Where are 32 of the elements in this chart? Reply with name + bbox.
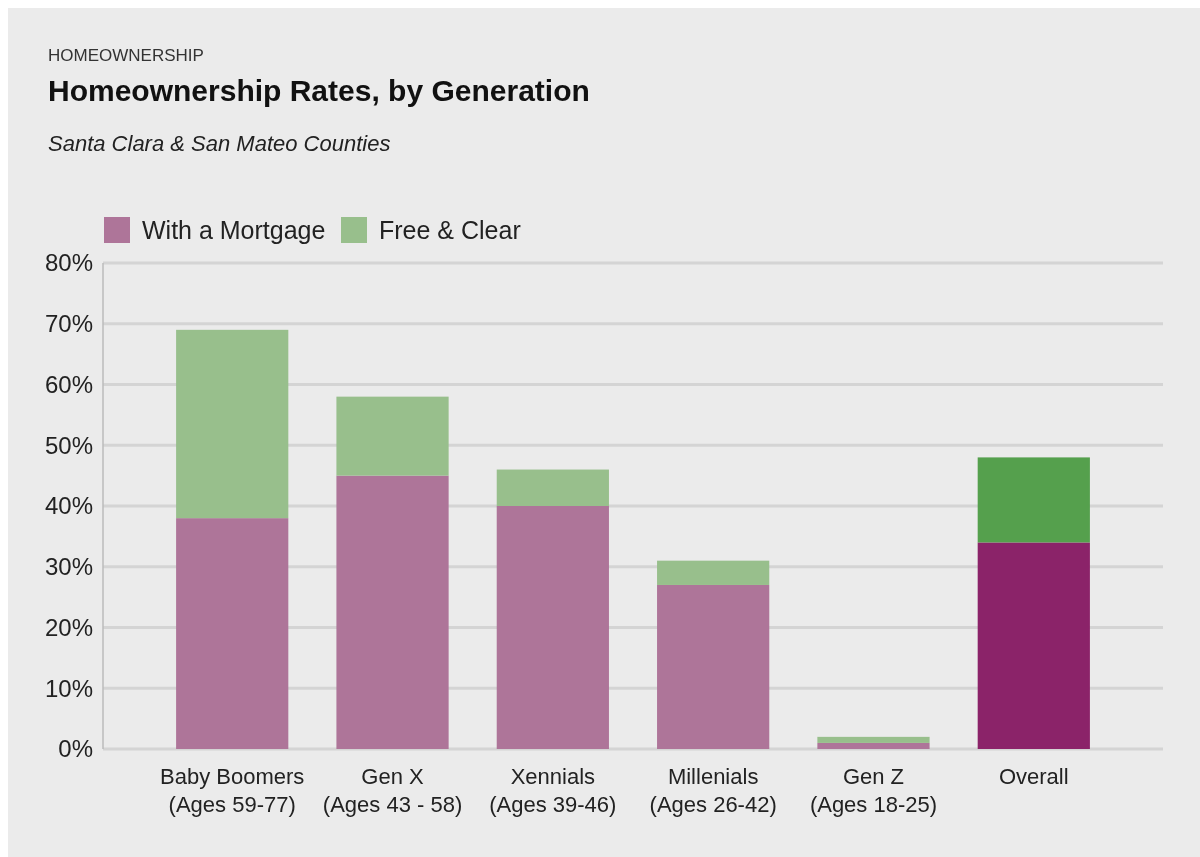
x-tick-label: Gen Z (Ages 18-25): [809, 764, 938, 817]
y-tick-label: 20%: [44, 613, 93, 641]
text: HOMEOWNERSHIP: [48, 46, 204, 65]
bar: [817, 742, 930, 749]
x-tick-label: Millenials (Ages 26-42): [649, 764, 777, 817]
chart-title: Homeownership Rates, by Generation: [48, 74, 590, 107]
bar: [657, 560, 770, 585]
bar: [977, 457, 1090, 543]
y-tick-label: 50%: [44, 431, 93, 459]
bar: [176, 329, 289, 519]
y-tick-label: 80%: [44, 249, 93, 277]
bar: [176, 518, 289, 749]
legend-label: Free & Clear: [379, 216, 521, 244]
bar: [657, 584, 770, 749]
x-tick-label: Overall: [998, 764, 1069, 789]
x-tick-label: Baby Boomers (Ages 59-77): [160, 764, 305, 817]
y-tick-label: 0%: [58, 735, 93, 763]
y-tick-label: 10%: [44, 674, 93, 702]
x-tick-label: Gen X (Ages 43 - 58): [322, 764, 463, 817]
chart-subtitle: Santa Clara & San Mateo Counties: [48, 131, 391, 156]
bar: [336, 396, 449, 476]
y-tick-label: 70%: [44, 310, 93, 338]
bar: [977, 542, 1090, 749]
bar: [496, 469, 609, 506]
y-tick-label: 30%: [44, 553, 93, 581]
bar: [336, 475, 449, 749]
bar: [496, 506, 609, 749]
x-tick-label: Xennials (Ages 39-46): [489, 764, 617, 817]
bar: [817, 736, 930, 743]
y-tick-label: 40%: [44, 492, 93, 520]
legend-label: With a Mortgage: [142, 216, 326, 244]
y-tick-label: 60%: [44, 370, 93, 398]
